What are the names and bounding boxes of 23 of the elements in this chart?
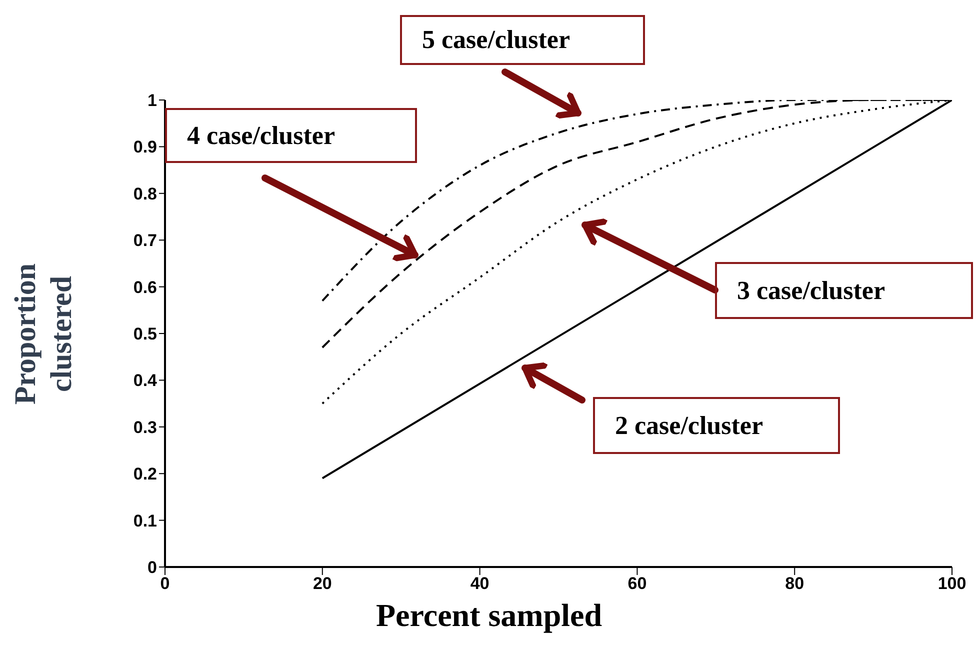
x-axis-title: Percent sampled [374, 597, 604, 634]
x-tick-label: 100 [938, 574, 966, 594]
y-tick-label: 0.6 [133, 278, 157, 297]
y-tick-label: 0.2 [133, 464, 157, 484]
x-tick-label: 0 [160, 574, 170, 594]
y-tick-label: 0.9 [133, 138, 157, 157]
y-tick-label: 0.8 [133, 184, 157, 204]
y-tick-label: 1 [148, 91, 157, 110]
x-tick-label: 40 [470, 574, 490, 594]
y-tick-label: 0.1 [133, 511, 157, 530]
annotation: 4 case/cluster [165, 108, 417, 163]
text: 5 case/cluster [400, 15, 645, 65]
x-tick-label: 80 [785, 574, 804, 594]
annotation: 2 case/cluster [593, 397, 840, 454]
y-tick-label: 0 [148, 558, 157, 578]
y-tick-label: 0.3 [133, 418, 157, 437]
y-tick-label: 0.4 [133, 371, 158, 390]
y-tick-label: 0.5 [133, 324, 157, 344]
y-tick-label: 0.7 [133, 231, 157, 250]
x-tick-label: 20 [312, 574, 332, 594]
x-tick-label: 60 [628, 574, 647, 594]
annotation: 3 case/cluster [715, 262, 973, 319]
y-axis-title: Proportion clustered [8, 262, 79, 406]
